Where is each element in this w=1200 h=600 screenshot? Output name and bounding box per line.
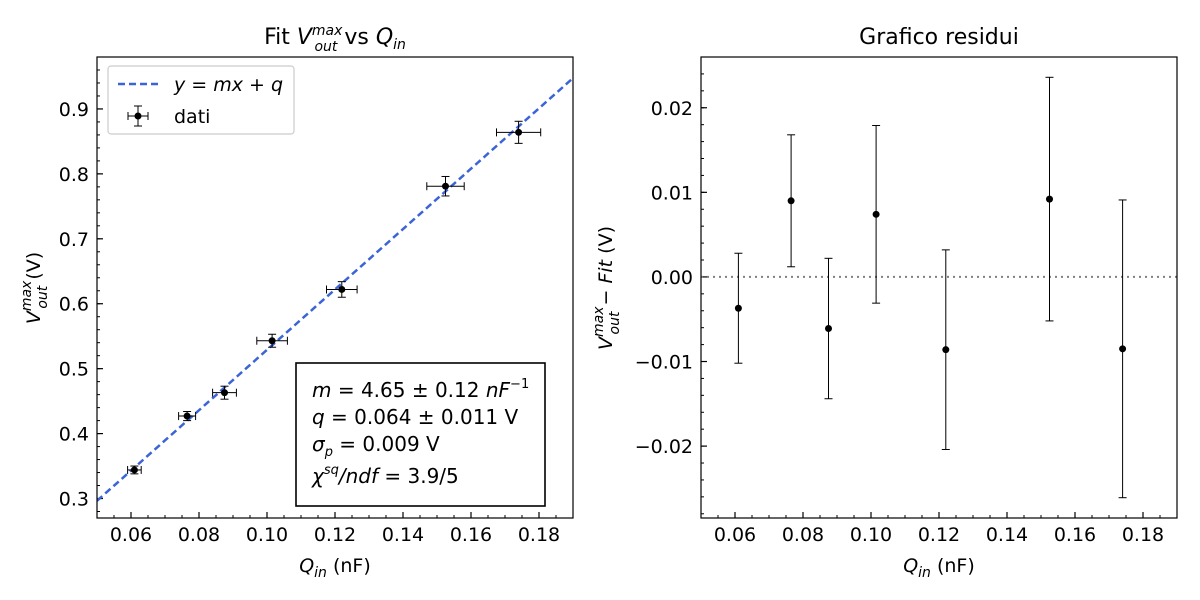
x-tick-label: 0.14 — [986, 524, 1028, 546]
fit-plot-area: 0.06 0.08 0.10 0.12 0.14 0.16 0.18 0.3 0.4 0.5 0.6… — [59, 56, 574, 546]
residuals-chart: Grafico residui 0.06 0.08 0.10 0.12 0.14 0.16… — [591, 25, 1178, 581]
x-tick-label: 0.12 — [918, 524, 960, 546]
data-point — [824, 257, 833, 400]
residuals-chart-title: Grafico residui — [859, 25, 1019, 50]
y-tick-label: 0.01 — [651, 182, 693, 204]
data-marker — [442, 182, 449, 190]
x-tick-label: 0.14 — [382, 524, 424, 546]
x-tick-label: 0.08 — [782, 524, 824, 546]
data-marker — [872, 210, 880, 218]
residuals-frame — [700, 56, 1178, 519]
data-marker — [268, 337, 276, 345]
data-marker — [183, 412, 191, 420]
fit-frame — [96, 56, 574, 519]
x-tick-label: 0.10 — [246, 524, 288, 546]
residuals-x-axis-title: Qin (nF) — [903, 555, 975, 581]
x-tick-label: 0.08 — [178, 524, 220, 546]
data-marker — [338, 285, 346, 293]
data-marker — [787, 197, 795, 205]
data-marker — [1046, 195, 1053, 203]
stat-intercept: q = 0.064 ± 0.011 V — [312, 405, 519, 429]
fit-x-axis-title: Qin (nF) — [299, 555, 371, 581]
y-tick-label: −0.01 — [635, 352, 693, 374]
x-tick-label: 0.12 — [314, 524, 356, 546]
data-marker — [1119, 345, 1127, 353]
data-point — [941, 249, 950, 450]
data-point — [178, 411, 197, 422]
x-tick-label: 0.16 — [450, 524, 492, 546]
x-tick-label: 0.18 — [518, 524, 560, 546]
x-tick-label: 0.06 — [714, 524, 756, 546]
data-marker — [515, 128, 523, 136]
data-point — [734, 252, 743, 364]
stats-box-frame — [295, 362, 546, 507]
fit-axes: 0.06 0.08 0.10 0.12 0.14 0.16 0.18 0.3 0.4 0.5 0.6… — [59, 56, 574, 546]
data-marker — [825, 325, 832, 333]
y-tick-label: 0.8 — [59, 164, 89, 186]
stat-chi2: χsq/ndf = 3.9/5 — [311, 463, 459, 488]
fit-y-axis-title: Vmaxout (V) — [19, 252, 51, 324]
data-point — [127, 465, 142, 475]
data-point — [426, 175, 465, 197]
y-tick-label: 0.4 — [59, 424, 89, 446]
y-tick-label: 0.02 — [651, 98, 693, 120]
y-tick-label: −0.02 — [635, 436, 693, 458]
fit-line — [97, 77, 573, 502]
data-marker — [221, 389, 228, 397]
data-point — [326, 281, 358, 298]
x-tick-label: 0.18 — [1122, 524, 1164, 546]
y-tick-label: 0.9 — [59, 99, 89, 121]
fit-content — [97, 77, 573, 502]
fit-legend: y = mx + q dati — [107, 65, 295, 135]
legend-fit-label: y = mx + q — [173, 74, 283, 96]
data-point — [496, 120, 542, 144]
data-point — [787, 134, 796, 268]
data-marker — [942, 346, 950, 354]
x-tick-label: 0.10 — [850, 524, 892, 546]
residuals-axes: 0.06 0.08 0.10 0.12 0.14 0.16 0.18 −0.02 −0.01 0.… — [635, 56, 1178, 546]
data-point — [256, 333, 288, 348]
data-marker — [130, 466, 138, 474]
data-point — [1118, 199, 1127, 499]
data-marker — [734, 304, 742, 312]
x-tick-label: 0.06 — [110, 524, 152, 546]
x-tick-label: 0.16 — [1054, 524, 1096, 546]
fit-chart: Fit Vmax out vs Qin 0.06 0.08 0.10 0.12 0.14 0… — [19, 23, 574, 581]
data-point — [1045, 76, 1054, 322]
residuals-plot-area: 0.06 0.08 0.10 0.12 0.14 0.16 0.18 −0.02 −0.01 0.… — [635, 56, 1178, 546]
fit-stats-box: m = 4.65 ± 0.12 nF−1 q = 0.064 ± 0.011 V… — [295, 362, 546, 507]
y-tick-label: 0.6 — [59, 294, 89, 316]
legend-data-label: dati — [174, 106, 210, 128]
residuals-y-axis-title: Vmaxout − Fit (V) — [591, 226, 623, 350]
residuals-content — [701, 76, 1177, 499]
y-tick-label: 0.5 — [59, 359, 89, 381]
data-point — [872, 125, 881, 304]
legend-data-marker — [127, 105, 149, 127]
data-point — [212, 385, 237, 400]
y-tick-label: 0.7 — [59, 229, 89, 251]
stat-slope: m = 4.65 ± 0.12 nF−1 — [312, 377, 529, 402]
fit-chart-title: Fit Vmax out vs Qin — [264, 23, 406, 55]
stat-sigma: σp = 0.009 V — [312, 432, 440, 460]
y-tick-label: 0.00 — [651, 267, 693, 289]
y-tick-label: 0.3 — [59, 489, 89, 511]
